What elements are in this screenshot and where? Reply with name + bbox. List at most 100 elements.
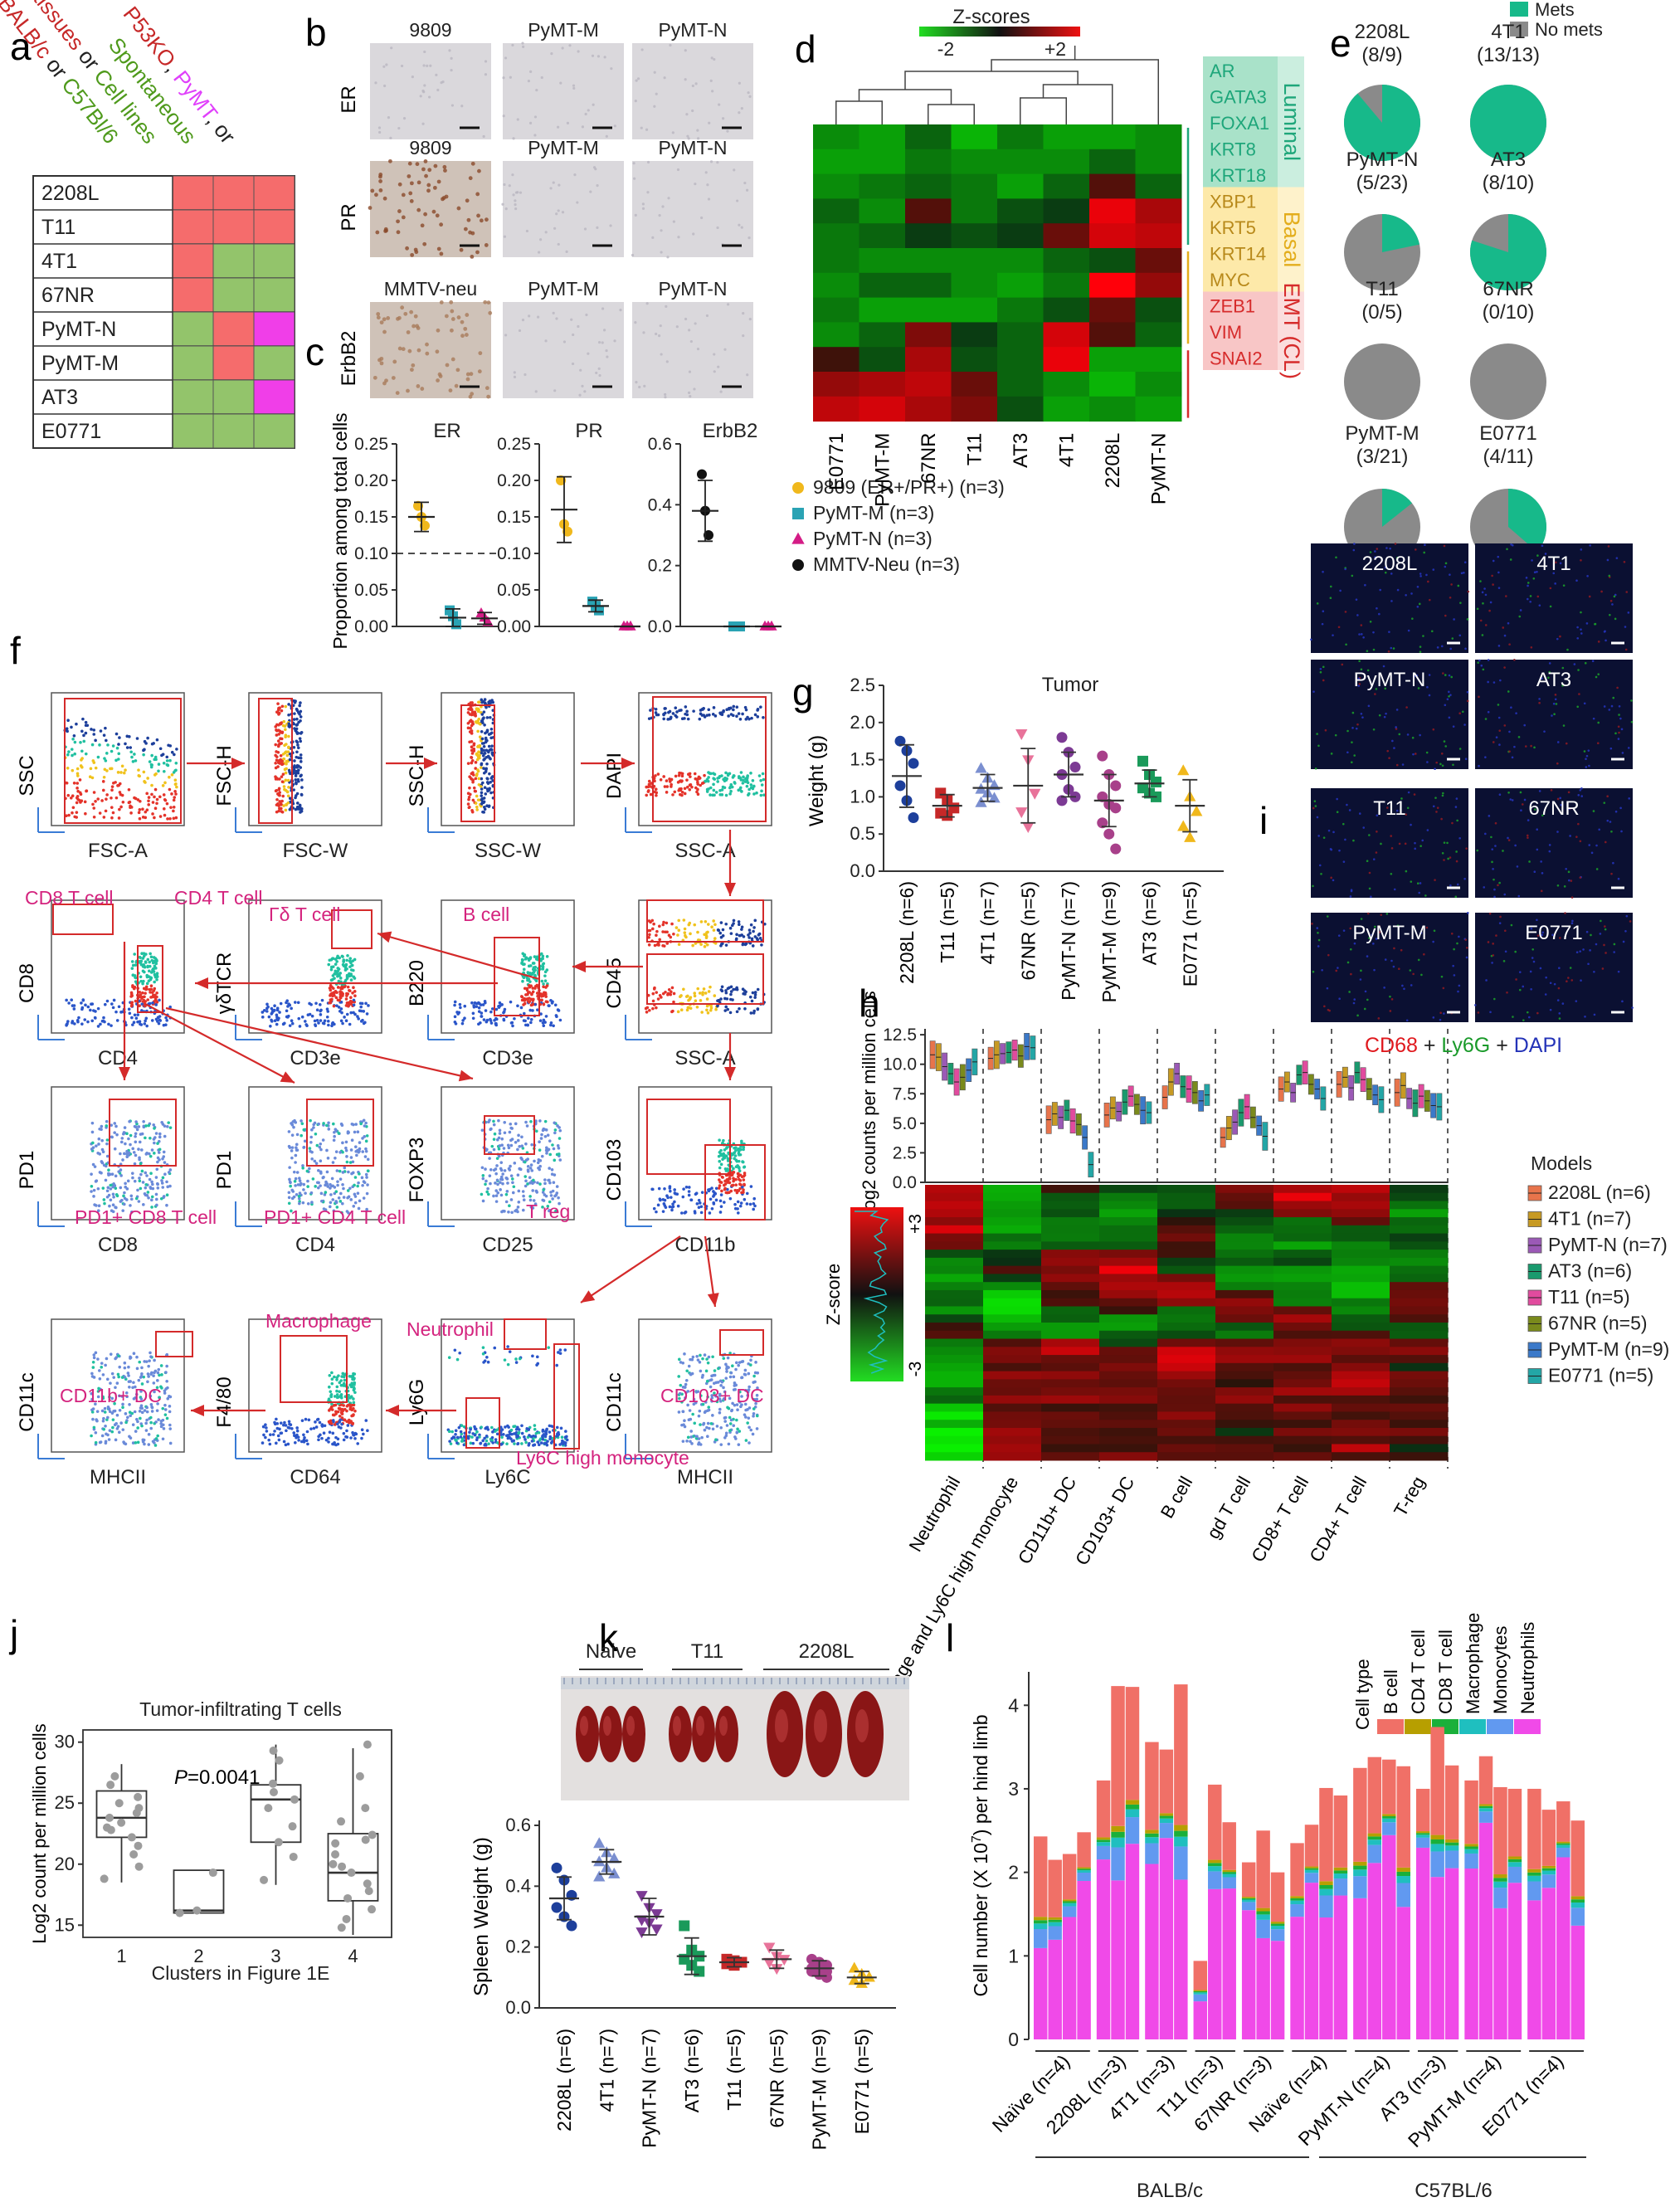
flow-event — [670, 922, 674, 926]
flow-event — [131, 1176, 134, 1180]
flow-event — [110, 1372, 114, 1376]
ihc-texture — [726, 303, 730, 306]
flow-event — [156, 1016, 160, 1020]
pie-slice-mets — [1382, 214, 1420, 252]
ihc-texture — [689, 339, 693, 343]
flow-event — [83, 1018, 87, 1021]
flow-event — [329, 1392, 334, 1396]
flow-event — [549, 1021, 553, 1025]
flow-event — [297, 1016, 301, 1021]
flow-event — [302, 1433, 305, 1437]
flow-event — [352, 1377, 356, 1381]
flow-event — [679, 772, 683, 775]
ihc-texture — [403, 311, 408, 316]
flow-event — [275, 797, 279, 801]
flow-event — [172, 806, 176, 809]
flow-event — [528, 1181, 532, 1185]
flow-event — [728, 707, 731, 711]
flow-event — [356, 1191, 360, 1195]
flow-event — [274, 789, 278, 793]
heatmap-cell — [951, 198, 998, 224]
flow-event — [737, 1172, 740, 1176]
flow-event — [149, 1172, 153, 1175]
subplot-title: ErbB2 — [703, 420, 758, 442]
heatmap-cell — [1089, 372, 1136, 397]
flow-event — [150, 1148, 154, 1152]
flow-event — [118, 1409, 122, 1412]
flow-event — [147, 803, 151, 806]
flow-event — [483, 698, 487, 701]
flow-event — [123, 1152, 126, 1156]
ihc-texture — [503, 183, 506, 187]
table-cell — [253, 379, 295, 415]
ihc-texture — [738, 111, 741, 114]
gene-label: SNAI2 — [1210, 348, 1263, 369]
ihc-texture — [592, 103, 595, 106]
ihc-texture — [514, 191, 519, 194]
ihc-texture — [566, 121, 570, 124]
flow-event — [102, 775, 106, 779]
flow-event — [118, 736, 121, 739]
flow-event — [522, 1198, 526, 1202]
flow-event — [66, 1020, 70, 1023]
flow-event — [491, 1430, 494, 1434]
flow-event — [138, 808, 142, 811]
ihc-title: PyMT-N — [658, 19, 727, 41]
flow-event — [715, 1425, 719, 1428]
flow-event — [480, 713, 485, 716]
flow-event — [503, 1169, 507, 1172]
legend-swatch — [1510, 2, 1528, 17]
flow-event — [160, 753, 163, 758]
flow-event — [483, 807, 487, 811]
flow-event — [333, 1441, 336, 1445]
flow-event — [100, 799, 104, 802]
flow-event — [103, 767, 107, 772]
ihc-texture — [635, 79, 638, 82]
flow-event — [287, 1201, 291, 1206]
flow-event — [459, 1006, 462, 1010]
flow-event — [538, 1119, 542, 1123]
flow-event — [713, 1191, 718, 1196]
ihc-texture — [445, 363, 450, 368]
flow-event — [713, 937, 717, 940]
flow-event — [90, 1411, 95, 1414]
ihc-texture — [696, 129, 699, 132]
flow-event — [359, 1020, 363, 1023]
flow-event — [300, 1419, 304, 1422]
flow-event — [685, 1369, 689, 1373]
flow-event — [299, 715, 303, 719]
ihc-texture — [459, 247, 464, 252]
flow-event — [716, 777, 719, 780]
flow-event — [728, 1196, 733, 1201]
flow-event — [552, 1024, 555, 1028]
flow-event — [735, 933, 738, 937]
flow-event — [96, 1025, 100, 1028]
flow-event — [119, 1200, 123, 1203]
flow-event — [470, 745, 474, 749]
flow-event — [316, 1186, 320, 1190]
flow-event — [470, 729, 474, 733]
flow-event — [354, 1145, 358, 1149]
flow-event — [158, 998, 161, 1002]
flow-event — [489, 1182, 492, 1186]
flow-event — [134, 963, 138, 967]
flow-event — [751, 944, 755, 948]
flow-event — [132, 1021, 136, 1025]
flow-event — [141, 982, 144, 986]
flow-event — [110, 1123, 114, 1127]
flow-event — [288, 1426, 291, 1430]
flow-event — [154, 1437, 158, 1440]
flow-event — [458, 1002, 462, 1006]
flow-event — [548, 1152, 553, 1157]
heatmap-cell — [813, 297, 859, 323]
flow-event — [518, 1144, 522, 1148]
flow-event — [328, 1430, 332, 1434]
heatmap-cell — [905, 223, 952, 249]
flow-event — [663, 785, 667, 788]
flow-event — [752, 1381, 755, 1384]
heatmap-column-label: 4T1 — [1055, 433, 1078, 467]
flow-event — [146, 998, 149, 1001]
flow-event — [349, 978, 353, 982]
flow-event — [346, 1130, 350, 1133]
flow-event — [153, 1371, 156, 1375]
